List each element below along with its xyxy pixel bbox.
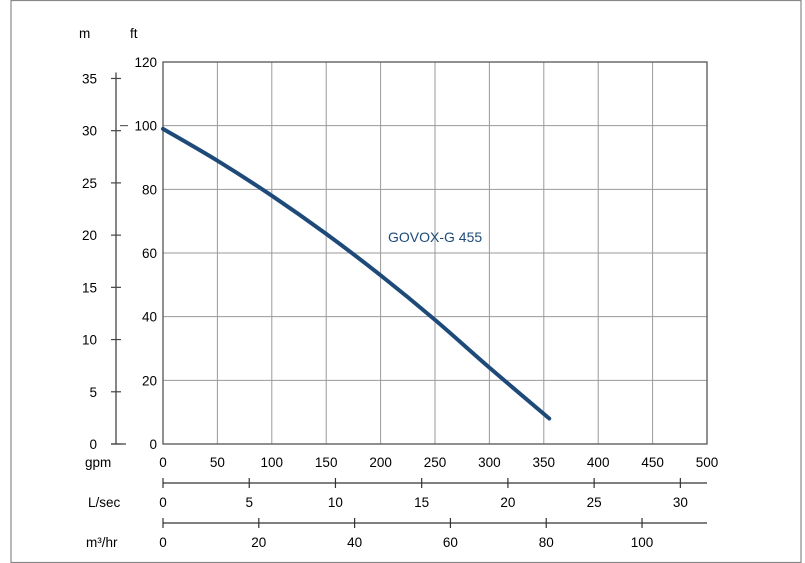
y-tick-label-ft-120: 120 bbox=[134, 55, 157, 70]
x-tick-label-gpm-100: 100 bbox=[261, 455, 284, 470]
secondary-x-tick-label-0-5: 5 bbox=[245, 495, 253, 510]
y-tick-label-m-5: 5 bbox=[89, 385, 97, 400]
series-line-govox-g-455 bbox=[161, 126, 552, 421]
x-tick-label-gpm-400: 400 bbox=[587, 455, 610, 470]
y-tick-label-m-35: 35 bbox=[82, 71, 97, 86]
secondary-x-tick-label-1-40: 40 bbox=[347, 535, 362, 550]
plot-frame bbox=[162, 61, 708, 445]
y-tick-label-m-25: 25 bbox=[82, 176, 97, 191]
y-axis-label-m: m bbox=[79, 26, 90, 41]
y-tick-label-m-30: 30 bbox=[82, 124, 97, 139]
chart-axes: 0 50 100 150 200 250 300 350 400 450 5000204060801… bbox=[82, 55, 718, 550]
y-tick-label-ft-100: 100 bbox=[134, 119, 157, 134]
y-tick-label-m-15: 15 bbox=[82, 280, 97, 295]
y-tick-label-ft-60: 60 bbox=[142, 246, 157, 261]
x-tick-label-gpm-200: 200 bbox=[369, 455, 392, 470]
x-axis-label-lsec: L/sec bbox=[88, 495, 121, 510]
x-axis-label-m3hr: m³/hr bbox=[86, 535, 118, 550]
x-tick-label-gpm-50: 50 bbox=[210, 455, 225, 470]
y-tick-label-m-20: 20 bbox=[82, 228, 97, 243]
y-tick-label-ft-20: 20 bbox=[142, 373, 157, 388]
series-label-govox-g-455: GOVOX-G 455 bbox=[388, 229, 482, 245]
x-tick-label-gpm-0: 0 bbox=[159, 455, 167, 470]
chart-border bbox=[10, 0, 802, 563]
y-tick-label-ft-80: 80 bbox=[142, 182, 157, 197]
secondary-x-tick-label-1-0: 0 bbox=[159, 535, 167, 550]
secondary-x-tick-label-0-20: 20 bbox=[500, 495, 515, 510]
series-layer bbox=[161, 126, 552, 421]
x-tick-label-gpm-450: 450 bbox=[641, 455, 664, 470]
y-tick-label-m-10: 10 bbox=[82, 333, 97, 348]
secondary-x-tick-label-0-25: 25 bbox=[587, 495, 602, 510]
y-tick-label-m-0: 0 bbox=[89, 437, 97, 452]
secondary-x-tick-label-0-10: 10 bbox=[328, 495, 343, 510]
x-tick-label-gpm-300: 300 bbox=[478, 455, 501, 470]
x-tick-label-gpm-350: 350 bbox=[533, 455, 556, 470]
plot-grid bbox=[162, 61, 708, 445]
x-tick-label-gpm-500: 500 bbox=[696, 455, 719, 470]
secondary-x-tick-label-0-0: 0 bbox=[159, 495, 167, 510]
secondary-x-tick-label-0-15: 15 bbox=[414, 495, 429, 510]
x-tick-label-gpm-150: 150 bbox=[315, 455, 338, 470]
x-tick-label-gpm-250: 250 bbox=[424, 455, 447, 470]
y-tick-label-ft-0: 0 bbox=[149, 437, 157, 452]
secondary-x-tick-label-1-20: 20 bbox=[251, 535, 266, 550]
secondary-x-tick-label-0-30: 30 bbox=[673, 495, 688, 510]
secondary-x-tick-label-1-80: 80 bbox=[539, 535, 554, 550]
secondary-x-tick-label-1-60: 60 bbox=[443, 535, 458, 550]
y-tick-label-ft-40: 40 bbox=[142, 310, 157, 325]
secondary-x-tick-label-1-100: 100 bbox=[631, 535, 654, 550]
y-axis-label-ft: ft bbox=[130, 26, 138, 41]
x-axis-label-gpm: gpm bbox=[85, 455, 111, 470]
